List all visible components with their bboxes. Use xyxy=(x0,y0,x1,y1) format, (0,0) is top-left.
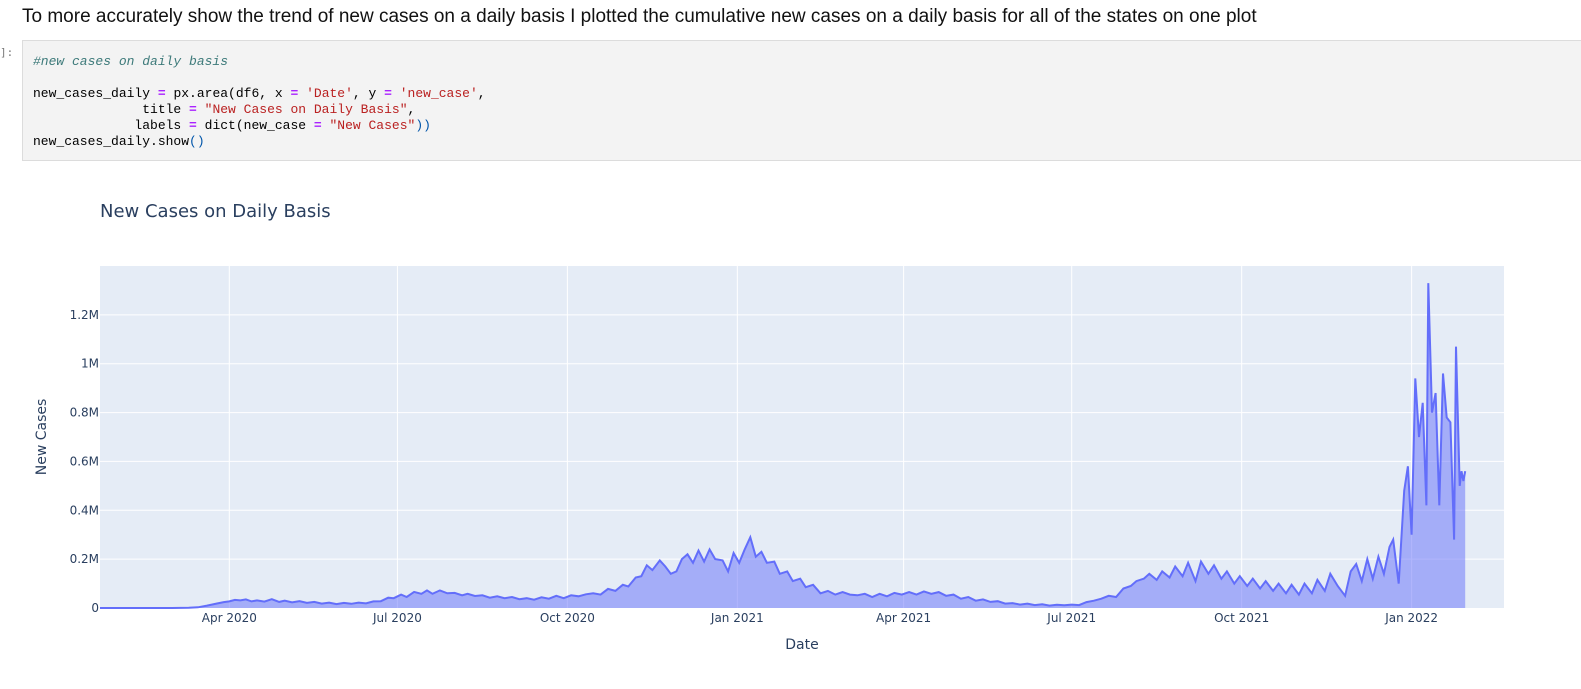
code-operator: = xyxy=(313,118,322,133)
code-editor[interactable]: #new cases on daily basis new_cases_dail… xyxy=(33,54,486,149)
x-axis-label: Date xyxy=(785,637,818,653)
y-tick-label: 1.2M xyxy=(70,308,99,322)
code-comment: #new cases on daily basis xyxy=(33,54,229,69)
y-tick-label: 0 xyxy=(91,601,99,615)
cell-prompt: ]: xyxy=(0,46,14,59)
y-tick-label: 0.6M xyxy=(70,454,99,468)
chart-output: New Cases on Daily Basis 0 0.2M 0.4M 0.6M 0.… xyxy=(0,170,1581,684)
code-operator: = xyxy=(290,86,299,101)
x-tick-label: Apr 2020 xyxy=(202,611,257,625)
code-string: "New Cases on Daily Basis" xyxy=(204,102,408,117)
code-cell[interactable]: #new cases on daily basis new_cases_dail… xyxy=(22,40,1581,161)
y-tick-label: 0.4M xyxy=(70,503,99,517)
code-operator: = xyxy=(189,118,197,133)
code-token: title xyxy=(33,102,190,117)
markdown-heading: To more accurately show the trend of new… xyxy=(22,6,1257,27)
code-string: 'Date' xyxy=(306,86,353,101)
x-tick-label: Oct 2021 xyxy=(1214,611,1269,625)
code-operator: = xyxy=(189,102,197,117)
y-tick-label: 0.2M xyxy=(70,552,99,566)
y-axis-ticks: 0 0.2M 0.4M 0.6M 0.8M 1M 1.2M xyxy=(70,308,99,615)
code-string: 'new_case' xyxy=(399,86,478,101)
code-token: px.area(df6, x xyxy=(165,86,291,101)
code-token: labels xyxy=(33,118,190,133)
y-tick-label: 0.8M xyxy=(70,406,99,420)
code-operator: = xyxy=(384,86,392,101)
x-tick-label: Oct 2020 xyxy=(540,611,595,625)
x-tick-label: Apr 2021 xyxy=(876,611,931,625)
code-paren: () xyxy=(189,134,205,149)
plot-background[interactable] xyxy=(100,266,1504,608)
y-tick-label: 1M xyxy=(81,357,99,371)
code-token: new_cases_daily xyxy=(33,86,158,101)
chart-title: New Cases on Daily Basis xyxy=(100,201,331,222)
x-tick-label: Jan 2021 xyxy=(710,611,764,625)
series-line[interactable] xyxy=(100,283,1467,609)
code-operator: = xyxy=(157,86,166,101)
x-tick-label: Jan 2022 xyxy=(1384,611,1438,625)
area-chart[interactable]: New Cases on Daily Basis 0 0.2M 0.4M 0.6M 0.… xyxy=(0,170,1581,684)
code-token: dict(new_case xyxy=(196,118,314,133)
x-axis-ticks: Apr 2020 Jul 2020 Oct 2020 Jan 2021 Apr 2021… xyxy=(202,611,1438,625)
code-string: "New Cases" xyxy=(329,118,416,133)
y-axis-label: New Cases xyxy=(34,399,50,476)
code-token: , y xyxy=(352,86,385,101)
code-token: new_cases_daily.show xyxy=(33,134,190,149)
x-tick-label: Jul 2021 xyxy=(1046,611,1096,625)
x-tick-label: Jul 2020 xyxy=(372,611,422,625)
